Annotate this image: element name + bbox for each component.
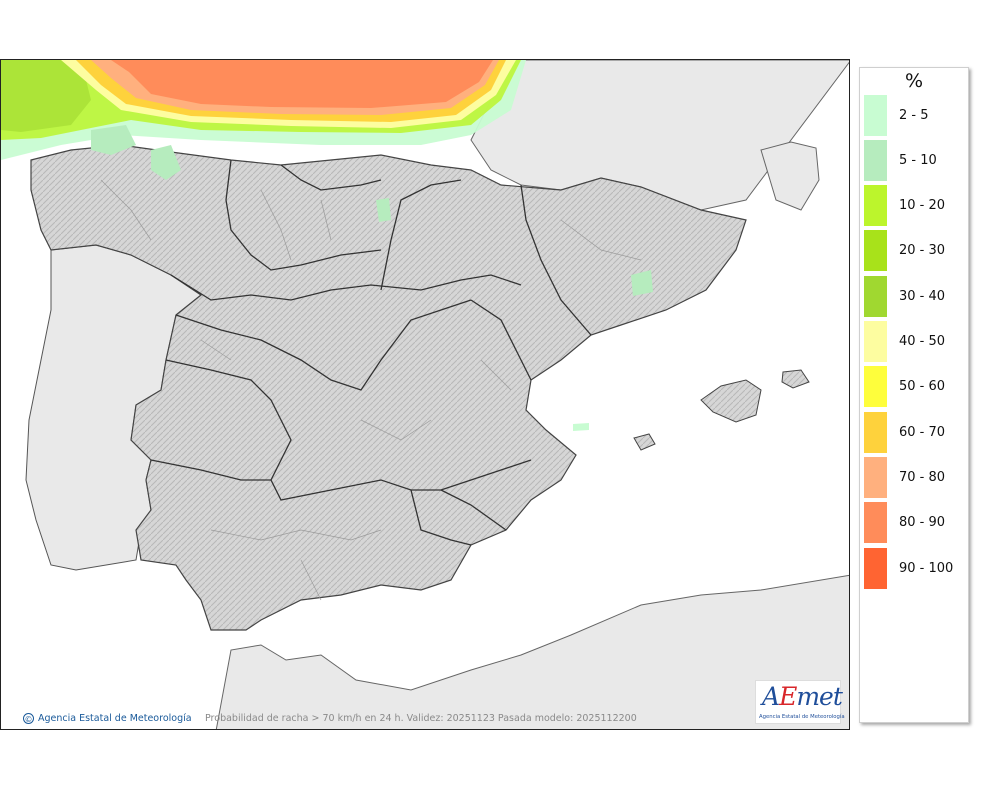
legend-item: 30 - 40: [864, 275, 964, 317]
legend-swatch: [864, 502, 887, 544]
sardinia-land: [760, 141, 820, 211]
legend-label: 20 - 30: [899, 243, 946, 259]
copyright-icon: ©: [23, 713, 34, 724]
copyright-notice: © Agencia Estatal de Meteorología: [23, 713, 192, 724]
prob-band-80-90: [111, 60, 493, 108]
legend-swatch: [864, 94, 887, 136]
probability-overlay: [1, 60, 653, 431]
aemet-wordmark: AEmet: [762, 682, 843, 711]
spain-probability-map[interactable]: [1, 60, 850, 730]
legend-item: 50 - 60: [864, 366, 964, 408]
legend-label: 5 - 10: [899, 152, 937, 168]
legend-label: 80 - 90: [899, 515, 946, 531]
aemet-logo[interactable]: AEmet Agencia Estatal de Meteorología: [755, 680, 845, 724]
map-panel[interactable]: © Agencia Estatal de Meteorología Probab…: [0, 59, 850, 730]
legend-item: 60 - 70: [864, 411, 964, 453]
legend-swatch: [864, 139, 887, 181]
legend-label: 60 - 70: [899, 424, 946, 440]
legend-swatch: [864, 547, 887, 589]
legend-item: 10 - 20: [864, 185, 964, 227]
aemet-logo-subtitle: Agencia Estatal de Meteorología: [759, 714, 845, 720]
legend-label: 50 - 60: [899, 379, 946, 395]
legend-item: 5 - 10: [864, 139, 964, 181]
prob-patch-valencia: [573, 423, 589, 431]
legend-label: 90 - 100: [899, 560, 954, 576]
legend-swatch: [864, 366, 887, 408]
prob-patch-catalonia: [631, 270, 653, 296]
legend-item: 2 - 5: [864, 94, 964, 136]
ibiza-land: [633, 433, 656, 451]
copyright-text: Agencia Estatal de Meteorología: [38, 713, 192, 724]
legend-unit: %: [904, 70, 924, 92]
legend-item: 20 - 30: [864, 230, 964, 272]
map-caption: Probabilidad de racha > 70 km/h en 24 h.…: [205, 713, 637, 724]
prob-patch-navarra: [376, 198, 391, 222]
legend-item: 80 - 90: [864, 502, 964, 544]
legend-label: 2 - 5: [899, 107, 929, 123]
legend-item: 70 - 80: [864, 456, 964, 498]
legend-swatch: [864, 275, 887, 317]
africa-land: [215, 574, 849, 729]
legend-item: 90 - 100: [864, 547, 964, 589]
legend-label: 40 - 50: [899, 334, 946, 349]
legend-swatch: [864, 321, 887, 362]
menorca-land: [781, 369, 810, 389]
legend-label: 70 - 80: [899, 469, 946, 485]
prob-patch-asturias: [151, 145, 181, 180]
prob-patch-galicia: [91, 125, 136, 155]
prob-band-30-40: [1, 60, 91, 132]
legend-swatch: [864, 456, 887, 498]
mallorca-land: [700, 379, 762, 423]
province-borders: [100, 179, 642, 601]
legend-item: 40 - 50: [864, 321, 964, 363]
legend-swatch: [864, 411, 887, 453]
probability-legend: % 2 - 5 5 - 10 10 - 20 20 - 30 30 - 40 40 - 5…: [859, 67, 969, 723]
region-borders: [150, 159, 592, 546]
legend-label: 30 - 40: [899, 288, 946, 304]
legend-swatch: [864, 230, 887, 272]
legend-label: 10 - 20: [899, 198, 946, 214]
legend-swatch: [864, 185, 887, 227]
